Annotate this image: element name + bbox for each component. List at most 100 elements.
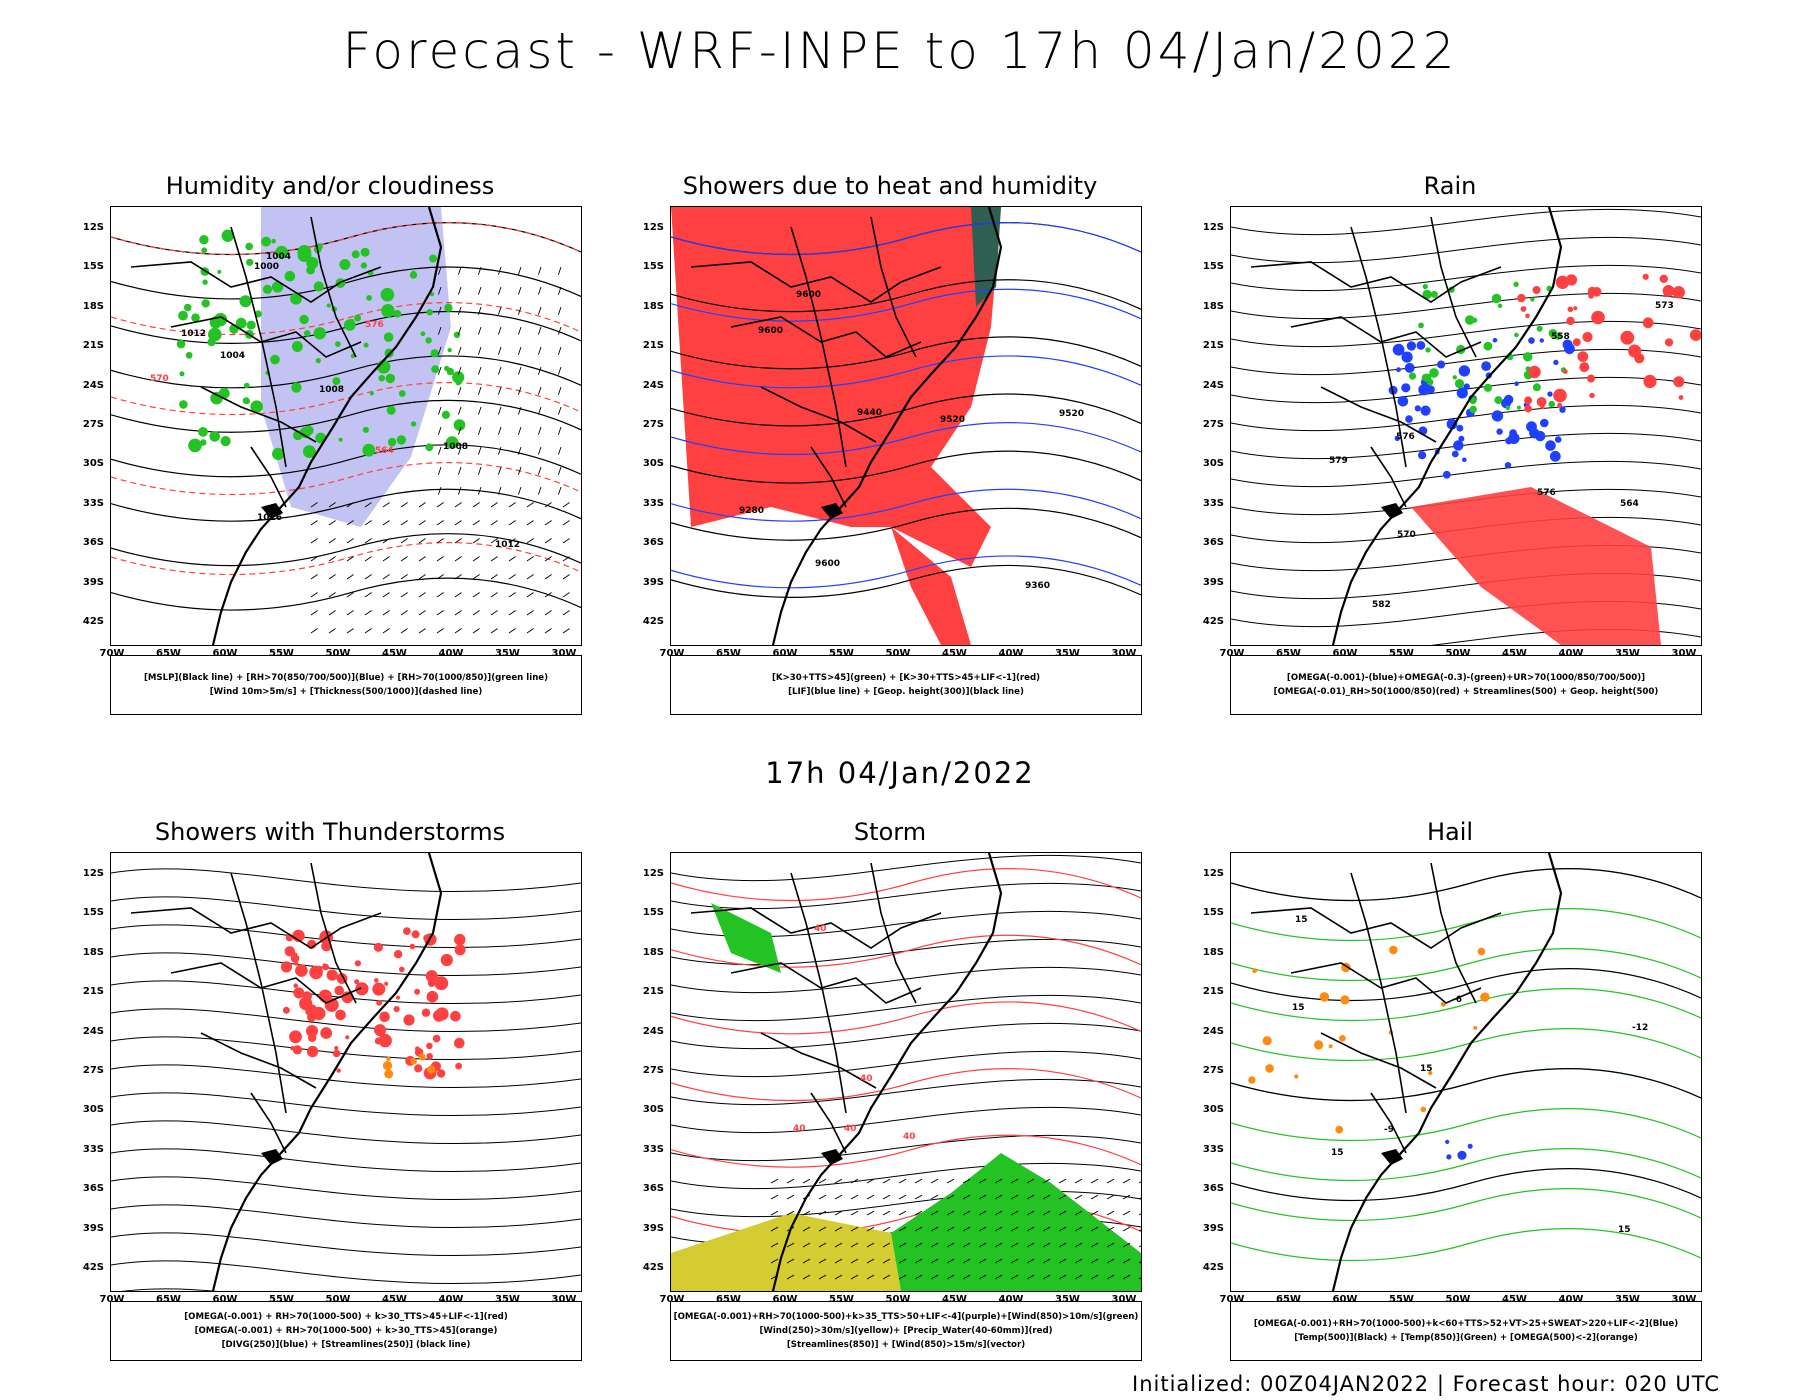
- lat-tick-label: 21S: [82, 986, 104, 998]
- lon-tick-label: 50W: [325, 648, 351, 659]
- contour-label: 558: [1551, 332, 1570, 342]
- contour-label: 1000: [254, 262, 279, 272]
- lat-tick-label: 12S: [1202, 222, 1224, 233]
- contour-label: 15: [1618, 1225, 1631, 1235]
- lat-tick-label: 24S: [1202, 1025, 1224, 1037]
- lat-tick-label: 33S: [642, 497, 664, 509]
- lat-tick-label: 39S: [82, 1222, 104, 1234]
- contour-label: 1016: [257, 513, 282, 523]
- lat-tick-label: 12S: [642, 868, 664, 879]
- lon-tick-label: 30W: [1671, 1294, 1697, 1305]
- lon-tick-label: 60W: [1332, 1294, 1358, 1305]
- legend-line: [LIF](blue line) + [Geop. height(300)](b…: [788, 687, 1024, 697]
- lat-tick-label: 39S: [1202, 1222, 1224, 1234]
- lat-tick-label: 30S: [1202, 458, 1224, 470]
- map-canvas: 1004 1012 1008 1000 1016 576 570 564 1012 1008 100…: [111, 207, 581, 645]
- panel-title: Showers due to heat and humidity: [682, 172, 1098, 200]
- contour-label: 9440: [857, 408, 882, 418]
- footer-info: Initialized: 00Z04JAN2022 | Forecast hou…: [1132, 1372, 1720, 1396]
- lat-tick-label: 33S: [82, 1143, 104, 1155]
- lat-tick-label: 30S: [642, 458, 664, 470]
- lon-tick-label: 45W: [1502, 648, 1527, 659]
- lat-tick-label: 21S: [642, 340, 664, 352]
- lon-tick-label: 70W: [1219, 1294, 1245, 1305]
- lon-tick-label: 40W: [438, 648, 464, 659]
- contour-label: 576: [1537, 488, 1556, 498]
- panel-title: Humidity and/or cloudiness: [165, 172, 495, 200]
- lat-tick-label: 33S: [642, 1143, 664, 1155]
- lat-tick-label: 12S: [82, 222, 104, 233]
- contour-label: 15: [1295, 915, 1308, 925]
- contour-label: 40: [814, 924, 827, 934]
- lat-tick-label: 12S: [642, 222, 664, 233]
- lon-tick-label: 40W: [998, 1294, 1024, 1305]
- lat-tick-label: 33S: [1202, 1143, 1224, 1155]
- contour-label: 9600: [758, 326, 783, 336]
- lon-tick-label: 50W: [1445, 648, 1471, 659]
- contour-label: 40: [903, 1132, 916, 1142]
- legend-line: [K>30+TTS>45](green) + [K>30+TTS>45+LIF<…: [771, 673, 1041, 683]
- lat-tick-label: 42S: [82, 616, 104, 627]
- lon-tick-label: 55W: [1389, 1294, 1414, 1305]
- lat-tick-label: 15S: [642, 907, 664, 919]
- lon-tick-label: 50W: [885, 648, 911, 659]
- lon-tick-label: 55W: [269, 648, 294, 659]
- legend-line: [Temp(500)](Black) + [Temp(850)](Green) …: [1294, 1333, 1638, 1343]
- lat-tick-label: 24S: [642, 379, 664, 391]
- lat-tick-label: 36S: [82, 1183, 104, 1195]
- contour-label: 1004: [266, 252, 291, 262]
- lon-tick-label: 35W: [1615, 1294, 1640, 1305]
- legend-line: [DIVG(250)](blue) + [Streamlines(250)] (…: [221, 1340, 471, 1350]
- lon-tick-label: 70W: [1219, 648, 1245, 659]
- lon-tick-label: 60W: [772, 1294, 798, 1305]
- lon-tick-label: 65W: [1276, 1294, 1301, 1305]
- contour-label: 40: [793, 1124, 806, 1134]
- panel-rain: Rain 582 576 576 570 564 558 579 573 12S 15S 18S 21S…: [1180, 172, 1720, 715]
- lat-tick-label: 24S: [642, 1025, 664, 1037]
- contour-label: 1012: [495, 540, 520, 550]
- lon-tick-label: 35W: [495, 648, 520, 659]
- panel-storm: Storm 40 40 40 40 40 12S 15S 18S 21S 24S 27S 30S 33S 3…: [620, 818, 1160, 1361]
- lat-tick-label: 15S: [642, 261, 664, 273]
- lon-tick-label: 35W: [1055, 1294, 1080, 1305]
- lat-tick-label: 27S: [1202, 1065, 1224, 1076]
- lat-tick-label: 33S: [1202, 497, 1224, 509]
- map-canvas: [111, 853, 581, 1291]
- lat-tick-label: 36S: [1202, 1183, 1224, 1195]
- lat-tick-label: 39S: [642, 576, 664, 588]
- contour-label: 582: [1372, 600, 1391, 610]
- lat-tick-label: 18S: [82, 300, 104, 312]
- panel-legend: [OMEGA(-0.001)+RH>70(1000-500)+k>35_TTS>…: [670, 1301, 1142, 1361]
- lat-tick-label: 36S: [82, 537, 104, 549]
- lon-tick-label: 65W: [156, 648, 181, 659]
- contour-label: 15: [1292, 1003, 1305, 1013]
- lon-tick-label: 30W: [551, 1294, 577, 1305]
- contour-label: -6: [1452, 995, 1462, 1005]
- lat-tick-label: 27S: [82, 1065, 104, 1076]
- contour-label: 40: [860, 1074, 873, 1084]
- panel-hail: Hail 15 15 15 -12 -9 -6 15 15 12S 15S 18S 21S 24S 27S 3…: [1180, 818, 1720, 1361]
- lat-tick-label: 30S: [82, 458, 104, 470]
- lon-tick-label: 65W: [156, 1294, 181, 1305]
- lon-tick-label: 55W: [829, 1294, 854, 1305]
- lat-tick-label: 42S: [1202, 616, 1224, 627]
- legend-line: [OMEGA(-0.001) + RH>70(1000-500) + k>30_…: [184, 1312, 508, 1322]
- lat-tick-label: 39S: [642, 1222, 664, 1234]
- legend-line: [OMEGA(-0.001) + RH>70(1000-500) + k>30_…: [194, 1326, 498, 1336]
- map-canvas: 9600 9520 9440 9360 9280 9600 9520 9600: [671, 207, 1141, 645]
- lat-tick-label: 18S: [642, 946, 664, 958]
- lon-tick-label: 45W: [1502, 1294, 1527, 1305]
- lat-tick-label: 42S: [642, 1262, 664, 1273]
- contour-label: 573: [1655, 301, 1674, 311]
- lon-tick-label: 55W: [1389, 648, 1414, 659]
- legend-line: [OMEGA(-0.01)_RH>50(1000/850)(red) + Str…: [1273, 687, 1659, 697]
- contour-label: 570: [150, 374, 169, 384]
- contour-label: 1008: [319, 385, 344, 395]
- lat-tick-label: 15S: [82, 907, 104, 919]
- lat-tick-label: 12S: [82, 868, 104, 879]
- lon-tick-label: 50W: [1445, 1294, 1471, 1305]
- lon-tick-label: 30W: [1111, 1294, 1137, 1305]
- panel-title: Hail: [1426, 818, 1474, 846]
- lat-tick-label: 42S: [82, 1262, 104, 1273]
- lat-tick-label: 39S: [1202, 576, 1224, 588]
